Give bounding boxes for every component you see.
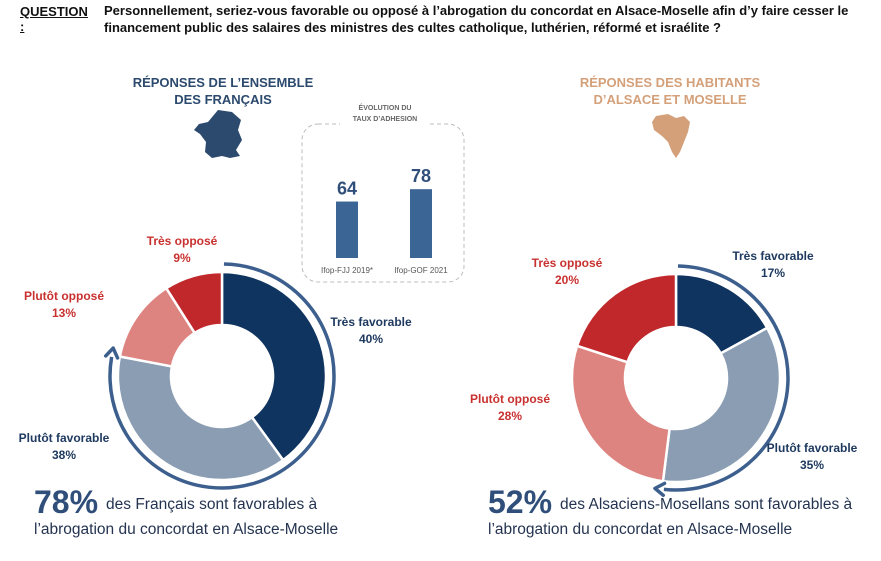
summary-right-line1: des Alsaciens-Mosellans sont favorables … (560, 496, 853, 513)
favorable-arrows (103, 262, 790, 498)
alsace-label-plutot-oppose-name: Plutôt opposé (470, 392, 550, 406)
summary-right-pct: 52% (488, 484, 553, 520)
alsace-label-plutot-favorable: Plutôt favorable 35% (767, 441, 858, 472)
donut-chart-alsace (570, 272, 782, 484)
right-chart-title: RÉPONSES DES HABITANTS D’ALSACE ET MOSELL… (579, 75, 761, 107)
france-slice-0 (220, 270, 328, 462)
france-label-plutot-favorable-value: 38% (52, 448, 76, 462)
alsace-label-plutot-favorable-value: 35% (800, 458, 824, 472)
bar-chart-frame (301, 123, 465, 283)
summary-left-line2: l’abrogation du concordat en Alsace-Mose… (34, 521, 339, 538)
bar-1 (410, 189, 432, 258)
donut-chart-france (116, 270, 328, 482)
france-label-tres-favorable-name: Très favorable (330, 315, 412, 329)
bar-chart-title-line1: ÉVOLUTION DU (359, 103, 412, 112)
bar-chart: 64 Ifop-FJJ 2019* 78 Ifop-GOF 2021 (321, 166, 448, 275)
alsace-label-tres-oppose: Très opposé 20% (532, 256, 603, 287)
bar-value-0: 64 (337, 179, 357, 199)
bar-chart-title-line2: TAUX D’ADHESION (353, 116, 417, 123)
bar-0 (336, 201, 358, 258)
alsace-favorable-arrow-head (653, 481, 667, 498)
france-label-tres-oppose: Très opposé 9% (147, 234, 218, 265)
left-chart-title: RÉPONSES DE L’ENSEMBLE DES FRANÇAIS (132, 75, 314, 107)
france-label-tres-oppose-value: 9% (173, 251, 191, 265)
bar-value-1: 78 (411, 166, 431, 186)
summary-left-pct: 78% (34, 484, 99, 520)
france-label-plutot-oppose-value: 13% (52, 306, 76, 320)
summary-right-line2: l’abrogation du concordat en Alsace-Mose… (488, 521, 793, 538)
summary-right: 52% des Alsaciens-Mosellans sont favorabl… (488, 484, 852, 539)
bar-category-1: Ifop-GOF 2021 (394, 266, 448, 275)
france-label-plutot-favorable: Plutôt favorable 38% (19, 431, 110, 462)
france-label-tres-favorable-value: 40% (359, 332, 383, 346)
france-favorable-arrow-arc (108, 262, 336, 490)
alsace-label-plutot-oppose: Plutôt opposé 28% (470, 392, 550, 423)
summary-left-line1: des Français sont favorables à (106, 496, 318, 513)
question-text: Personnellement, seriez-vous favorable o… (104, 3, 849, 35)
alsace-favorable-arrow-arc (663, 264, 790, 492)
alsace-moselle-map-icon (652, 114, 690, 158)
france-label-plutot-favorable-name: Plutôt favorable (19, 431, 110, 445)
france-label-tres-favorable: Très favorable 40% (330, 315, 412, 346)
france-slice-3 (164, 270, 224, 335)
question-label: QUESTION : (20, 4, 88, 34)
france-label-plutot-oppose-name: Plutôt opposé (24, 289, 104, 303)
alsace-slice-2 (570, 344, 672, 483)
bar-chart-title-bg (340, 104, 430, 130)
bar-category-0: Ifop-FJJ 2019* (321, 266, 373, 275)
france-slice-1 (116, 355, 285, 482)
alsace-label-tres-favorable-name: Très favorable (732, 249, 814, 263)
alsace-label-tres-oppose-name: Très opposé (532, 256, 603, 270)
france-map-icon (194, 110, 242, 158)
alsace-slice-1 (661, 326, 782, 484)
alsace-label-plutot-oppose-value: 28% (498, 409, 522, 423)
alsace-label-tres-favorable-value: 17% (761, 266, 785, 280)
alsace-label-tres-oppose-value: 20% (555, 273, 579, 287)
france-favorable-arrow-head (103, 346, 120, 360)
france-label-plutot-oppose: Plutôt opposé 13% (24, 289, 104, 320)
alsace-label-tres-favorable: Très favorable 17% (732, 249, 814, 280)
alsace-slice-3 (575, 272, 678, 364)
summary-left: 78% des Français sont favorables à l’abro… (34, 484, 338, 539)
france-label-tres-oppose-name: Très opposé (147, 234, 218, 248)
alsace-label-plutot-favorable-name: Plutôt favorable (767, 441, 858, 455)
